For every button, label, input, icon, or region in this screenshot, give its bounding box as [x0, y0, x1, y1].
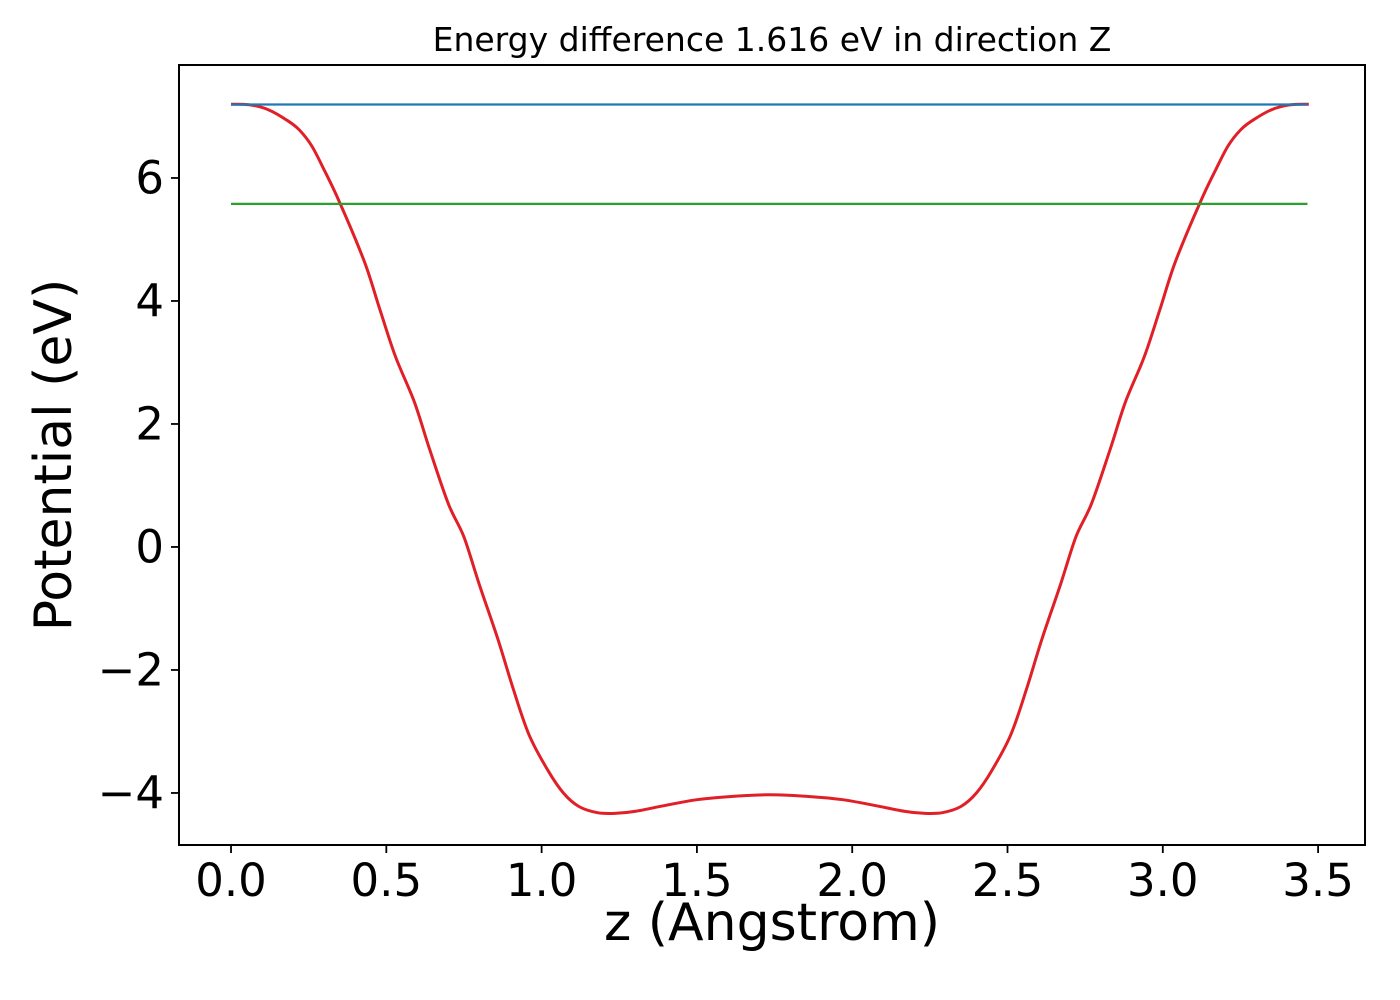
x-tick-label: 0.0	[195, 854, 267, 907]
x-axis-label: z (Angstrom)	[603, 893, 941, 953]
x-tick-label: 1.5	[661, 854, 733, 907]
y-tick-label: 0	[135, 520, 164, 573]
x-tick-label: 0.5	[351, 854, 423, 907]
axes-frame	[178, 64, 1366, 846]
y-tick-label: 2	[135, 397, 164, 450]
x-tick-label: 2.5	[972, 854, 1044, 907]
x-tick-label: 1.0	[506, 854, 578, 907]
x-tick-label: 3.5	[1282, 854, 1354, 907]
y-tick-label: 6	[135, 151, 164, 204]
y-tick-label: 4	[135, 274, 164, 327]
x-tick-label: 2.0	[816, 854, 888, 907]
chart-title: Energy difference 1.616 eV in direction …	[432, 20, 1112, 59]
y-tick-label: −2	[98, 643, 164, 696]
x-tick-label: 3.0	[1127, 854, 1199, 907]
y-tick-label: −4	[98, 766, 164, 819]
potential-curve	[230, 102, 1309, 815]
